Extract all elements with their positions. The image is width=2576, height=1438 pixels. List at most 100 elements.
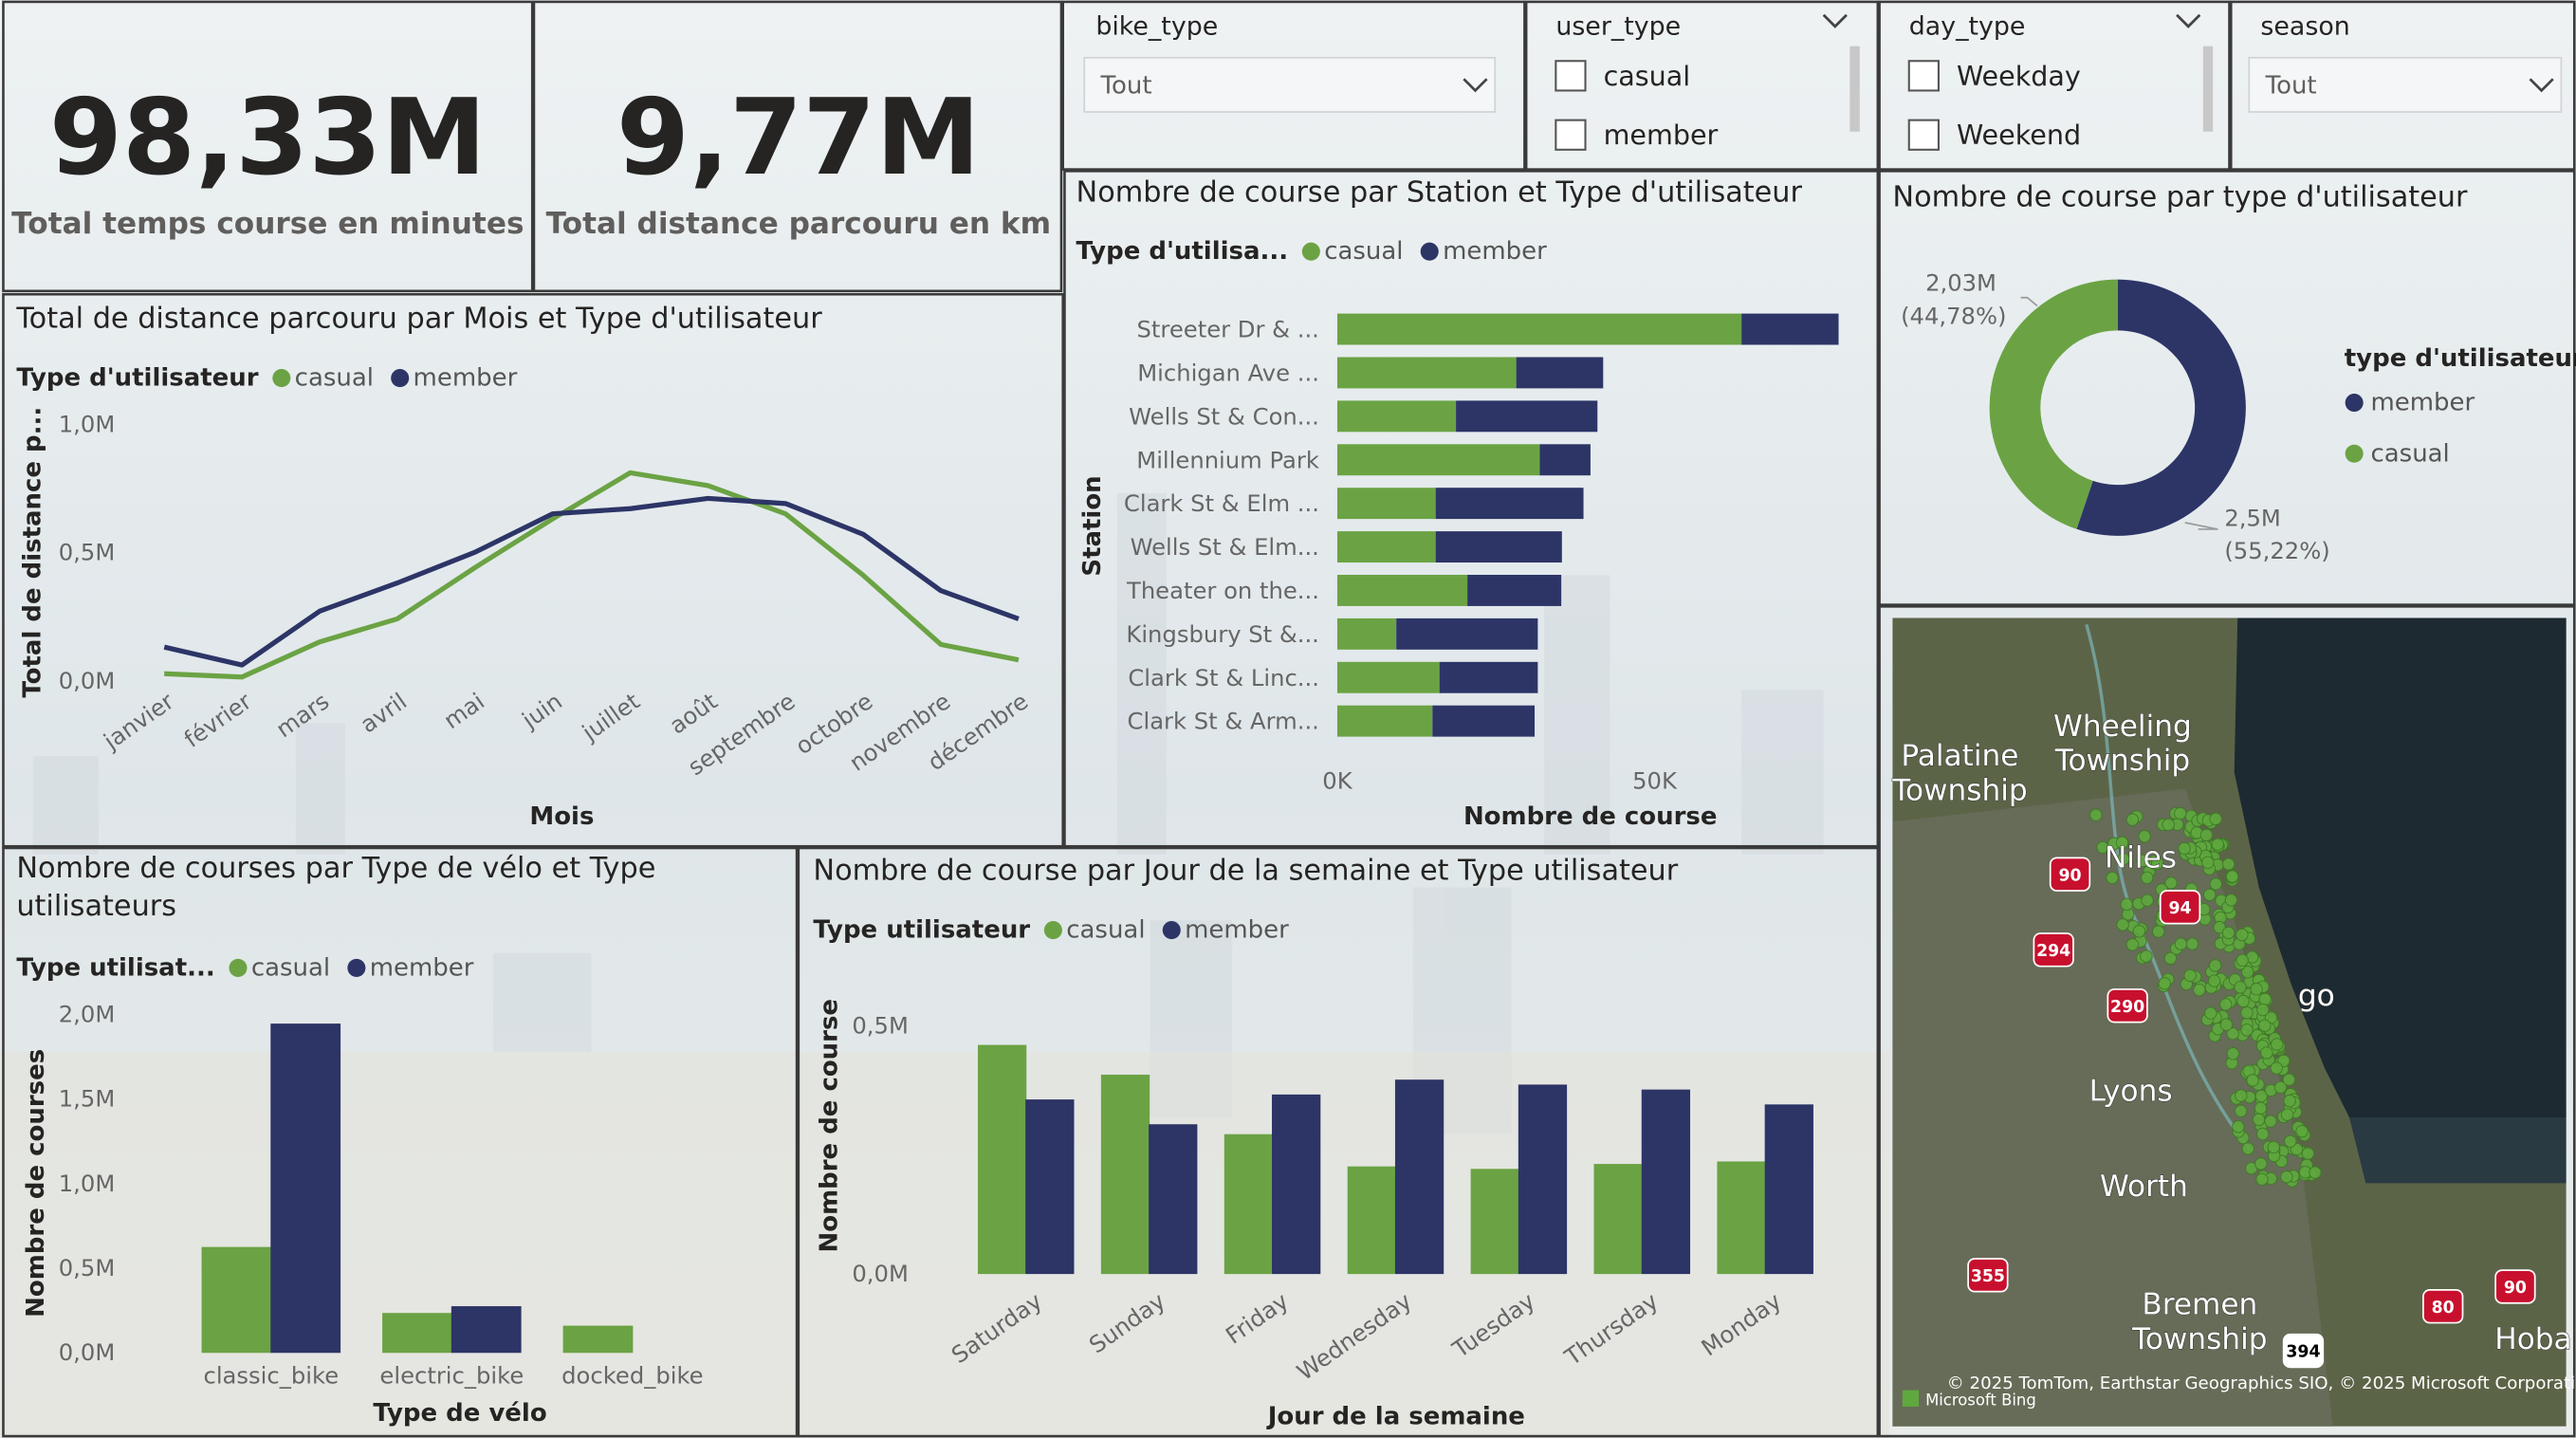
map-point (2226, 1026, 2239, 1041)
road-shield (2049, 857, 2091, 892)
dropdown[interactable] (1083, 56, 1497, 113)
map-point (2240, 965, 2254, 979)
road-number: 94 (2169, 899, 2192, 918)
chart-panel (1878, 170, 2576, 606)
chevron[interactable] (1822, 13, 1848, 28)
y-tick-label: 0,0M (59, 1338, 115, 1366)
bar (562, 1325, 634, 1354)
map-attribution: © 2025 TomTom, Earthstar Geographics SIO… (1947, 1373, 2576, 1393)
y-tick-label: 1,5M (59, 1085, 115, 1113)
map-river (2085, 623, 2253, 1152)
map-point (2096, 840, 2109, 855)
legend-label: member (1443, 237, 1547, 266)
legend-title: Type utilisateur (813, 916, 1030, 945)
checkbox[interactable] (1907, 60, 1940, 92)
x-tick-label: docked_bike (561, 1361, 703, 1389)
x-axis-title: Type de vélo (373, 1399, 546, 1428)
map-label: Niles (2105, 840, 2177, 875)
chevron[interactable] (1463, 78, 1488, 93)
map-point (2208, 959, 2222, 972)
map-label: Hoba (2494, 1322, 2571, 1356)
legend-marker (1301, 242, 1320, 261)
legend-label: casual (2370, 439, 2449, 468)
bar (1336, 313, 1742, 345)
map-point (2258, 992, 2272, 1006)
kpi-value: 9,77M (616, 77, 981, 199)
x-tick-label: electric_bike (379, 1361, 524, 1389)
checkbox[interactable] (1555, 60, 1587, 92)
map-point (2158, 977, 2172, 990)
bar (1741, 313, 1839, 345)
checkbox[interactable] (1555, 119, 1587, 151)
y-tick-label: Clark St & Arm... (1128, 708, 1319, 735)
dropdown[interactable] (2248, 56, 2563, 113)
x-axis-title: Jour de la semaine (1266, 1402, 1525, 1430)
road-number: 80 (2432, 1299, 2455, 1318)
legend-label: member (1185, 916, 1289, 945)
map-point (2273, 1080, 2288, 1095)
map-provider: Microsoft Bing (1925, 1391, 2036, 1409)
road-number: 90 (2504, 1279, 2527, 1298)
map-point (2174, 937, 2188, 950)
chevron[interactable] (2529, 78, 2554, 93)
bar (1764, 1104, 1813, 1275)
legend-label: casual (1324, 237, 1403, 266)
road-shield (2494, 1269, 2536, 1304)
map-point (2209, 877, 2223, 891)
map-point (2255, 1172, 2269, 1187)
slicer-option[interactable]: member (1604, 119, 1719, 151)
kpi-label: Total distance parcouru en km (546, 207, 1052, 241)
legend-marker (1420, 242, 1439, 261)
bar (1336, 531, 1436, 563)
bar (270, 1023, 341, 1354)
chart-title: Nombre de course par Station et Type d'u… (1076, 175, 1803, 209)
y-tick-label: 2,0M (59, 1000, 115, 1027)
title-box: Nombre de courses par Type de vélo et Ty… (16, 853, 655, 923)
bar (1336, 488, 1436, 520)
map-point (2234, 1104, 2248, 1118)
chart-title: Nombre de course par type d'utilisateur (1892, 181, 2468, 214)
road-shield (2422, 1289, 2464, 1324)
scrollbar (1849, 46, 1860, 132)
y-tick-label: 0,0M (852, 1260, 909, 1287)
bar (1516, 357, 1604, 389)
slicer-option[interactable]: Weekend (1957, 119, 2081, 151)
map-point (2201, 856, 2215, 870)
map-point (2125, 813, 2140, 826)
legend-marker (2345, 394, 2364, 413)
map-point (2162, 818, 2176, 832)
y-tick-label: 0,5M (852, 1012, 909, 1040)
data-label: (55,22%) (2224, 537, 2329, 564)
y-tick-label: 1,0M (59, 1170, 115, 1197)
map-point (2246, 1074, 2259, 1087)
slicer-option[interactable]: Weekday (1957, 60, 2081, 92)
map-point (2236, 953, 2249, 968)
slicer-option[interactable]: casual (1604, 60, 1691, 92)
scrollbar (2202, 46, 2214, 132)
checkbox[interactable] (1907, 119, 1940, 151)
map-point (2309, 1166, 2322, 1179)
road-shield (2159, 890, 2201, 925)
x-tick-label: 50K (1632, 766, 1678, 794)
map-point (2193, 983, 2206, 997)
legend-marker (391, 369, 410, 388)
map-point (2218, 998, 2233, 1011)
legend-marker (1043, 921, 1062, 940)
y-tick-label: Streeter Dr & ... (1137, 316, 1319, 343)
map-point (2260, 1046, 2273, 1060)
chevron[interactable] (2176, 13, 2201, 28)
road-number: 90 (2058, 866, 2081, 885)
bar (1432, 705, 1536, 737)
map-point (2221, 857, 2236, 871)
road-shield (1967, 1258, 2009, 1293)
slicer-panel (1524, 0, 1880, 171)
legend-marker (229, 958, 248, 977)
map-point (2211, 838, 2224, 851)
slicer-title: bike_type (1095, 11, 1218, 41)
leader-line (2184, 522, 2218, 530)
map-point (2284, 1134, 2297, 1148)
bar (201, 1246, 272, 1354)
legend-title: Type utilisat... (16, 953, 214, 982)
map-point (2232, 1119, 2245, 1134)
